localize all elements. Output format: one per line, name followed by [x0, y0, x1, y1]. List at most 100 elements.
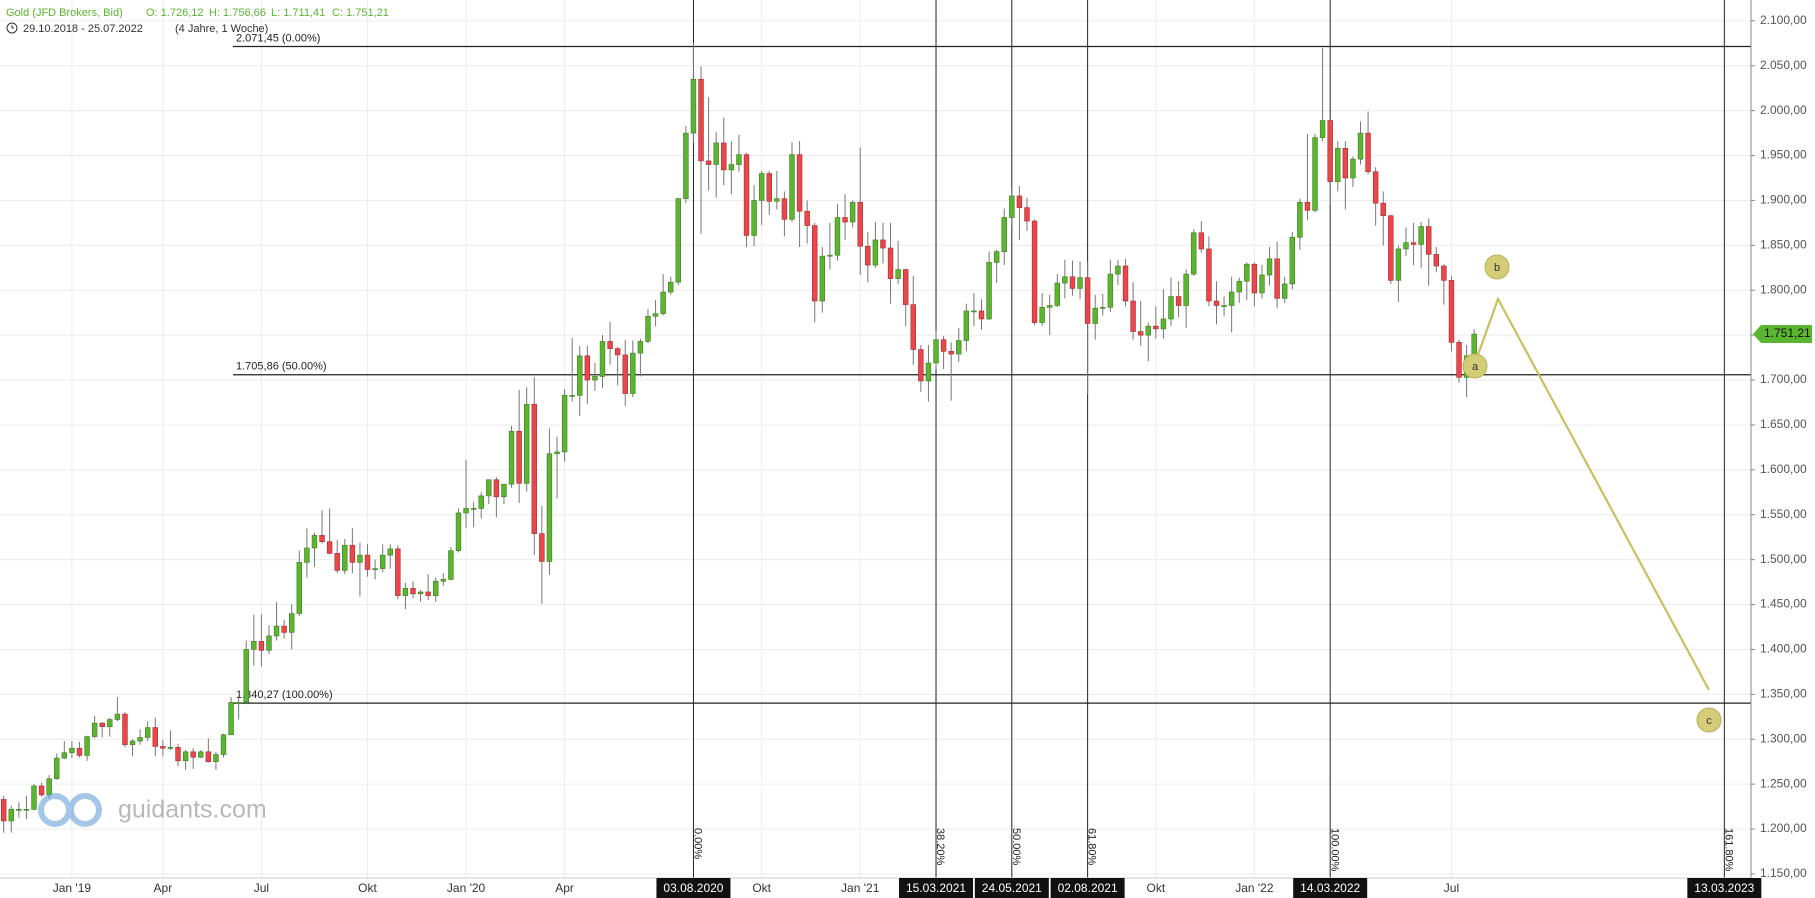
- candle-body: [129, 740, 136, 745]
- candle-body: [501, 483, 507, 498]
- candle-body: [1100, 307, 1106, 309]
- candle-body: [918, 349, 924, 382]
- candle-body: [1084, 277, 1091, 324]
- candle-body: [266, 635, 272, 651]
- candle-body: [23, 809, 30, 811]
- watermark-text: guidants.com: [118, 796, 267, 824]
- date-box: [899, 878, 974, 898]
- candle-body: [1047, 305, 1053, 308]
- candle-body: [1009, 195, 1015, 218]
- candle-body: [258, 641, 265, 651]
- candle-body: [311, 535, 318, 549]
- y-tick-label: 1.500,00: [1760, 552, 1807, 566]
- candle-body: [887, 247, 894, 279]
- x-tick-label: Apr: [555, 881, 574, 895]
- candle-body: [1274, 258, 1280, 299]
- candle-body: [819, 255, 826, 302]
- candle-body: [91, 722, 98, 737]
- candle-body: [486, 479, 492, 497]
- x-tick-label: Okt: [1147, 881, 1166, 895]
- x-tick-label: 13.03.2023: [1694, 881, 1754, 895]
- date-box: [974, 878, 1049, 898]
- candle-body: [61, 752, 68, 759]
- candle-body: [31, 785, 37, 810]
- candle-body: [357, 554, 363, 563]
- ohlc-value: O: 1.726,12: [146, 7, 204, 19]
- candle-body: [440, 579, 447, 582]
- candle-body: [539, 533, 545, 562]
- instrument-title: Gold (JFD Brokers, Bid): [6, 7, 123, 19]
- candle-body: [1418, 226, 1424, 245]
- y-tick-label: 1.550,00: [1760, 507, 1807, 521]
- candle-body: [1441, 265, 1447, 281]
- candle-body: [1282, 283, 1288, 299]
- candle-body: [933, 339, 939, 364]
- candle-body: [607, 341, 613, 349]
- candle-body: [546, 453, 553, 562]
- wave-label: a: [1472, 361, 1479, 373]
- candle-body: [395, 548, 401, 596]
- candle-body: [698, 78, 704, 162]
- candle-body: [1221, 305, 1227, 307]
- ohlc-value: C: 1.751,21: [332, 7, 389, 19]
- x-tick-label: 15.03.2021: [906, 881, 966, 895]
- candle-body: [1039, 307, 1045, 323]
- candle-body: [630, 352, 636, 394]
- candle-body: [902, 269, 909, 305]
- candle-body: [16, 809, 22, 811]
- date-range: 29.10.2018 - 25.07.2022: [23, 23, 143, 35]
- candle-body: [683, 132, 689, 199]
- candle-body: [804, 210, 810, 226]
- candle-body: [448, 550, 454, 580]
- candle-body: [289, 613, 295, 633]
- wave-marker: [1484, 254, 1510, 280]
- candle-body: [1145, 325, 1151, 336]
- candle-body: [1213, 300, 1220, 306]
- candle-body: [508, 430, 515, 485]
- x-tick-label: Jan '21: [841, 881, 880, 895]
- candle-body: [69, 747, 75, 754]
- candle-body: [1289, 236, 1295, 285]
- y-tick-label: 1.950,00: [1760, 148, 1807, 162]
- y-tick-label: 1.850,00: [1760, 238, 1807, 252]
- y-tick-label: 1.250,00: [1760, 776, 1807, 790]
- x-tick-label: Jul: [1444, 881, 1459, 895]
- candle-body: [971, 310, 977, 313]
- candle-body: [182, 751, 189, 762]
- logo-ring: [68, 793, 102, 827]
- date-box: [1050, 878, 1125, 898]
- y-tick-label: 1.800,00: [1760, 282, 1807, 296]
- candle-body: [1372, 171, 1379, 204]
- candle-body: [880, 239, 886, 249]
- candle-body: [849, 201, 856, 223]
- candle-body: [1456, 342, 1462, 378]
- candle-body: [326, 541, 333, 554]
- fib-label: 1.705,86 (50.00%): [236, 361, 327, 373]
- time-line-label: 161.80%: [1722, 828, 1734, 872]
- date-box: [1293, 878, 1368, 898]
- candle-body: [614, 348, 621, 356]
- watermark: guidants.com: [38, 793, 267, 827]
- candle-body: [561, 395, 568, 453]
- candle-body: [463, 508, 469, 514]
- y-tick-label: 1.700,00: [1760, 372, 1807, 386]
- candle-body: [1122, 265, 1129, 302]
- candle-body: [1426, 226, 1432, 255]
- candle-body: [417, 591, 424, 595]
- candle-body: [1410, 242, 1417, 245]
- candle-body: [766, 173, 772, 202]
- y-tick-label: 1.200,00: [1760, 821, 1807, 835]
- x-tick-label: Apr: [154, 881, 173, 895]
- candle-body: [304, 547, 310, 563]
- candle-body: [645, 315, 651, 342]
- candle-body: [160, 746, 166, 749]
- time-line-label: 100.00%: [1328, 828, 1340, 872]
- wave-marker: [1696, 707, 1722, 733]
- candle-body: [1069, 276, 1076, 289]
- candle-body: [220, 734, 227, 755]
- candle-body: [827, 254, 833, 257]
- candle-body: [1016, 195, 1023, 208]
- candle-body: [372, 568, 378, 570]
